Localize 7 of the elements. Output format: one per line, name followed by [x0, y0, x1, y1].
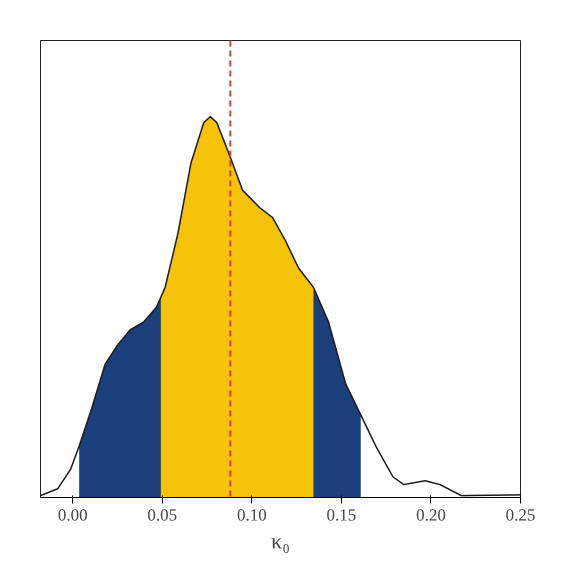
x-tick-label: 0.20: [416, 506, 446, 524]
x-tick-label: 0.15: [326, 506, 356, 524]
x-tick-label: 0.00: [58, 506, 88, 524]
x-tick-label: 0.25: [506, 506, 536, 524]
x-axis-title: κ₀: [271, 528, 290, 554]
x-tick-label: 0.10: [236, 506, 267, 524]
x-tick-label: 0.05: [147, 506, 178, 524]
